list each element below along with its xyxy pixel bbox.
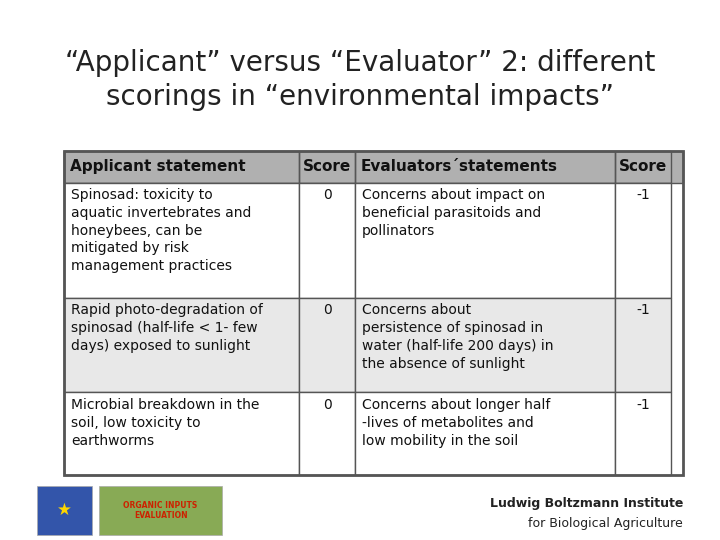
Text: -1: -1 (636, 188, 650, 202)
Bar (64, 151, 300, 183)
Bar (355, 393, 615, 475)
Text: -1: -1 (636, 398, 650, 412)
Text: Ludwig Boltzmann Institute: Ludwig Boltzmann Institute (490, 497, 683, 510)
Text: Concerns about
persistence of spinosad in
water (half-life 200 days) in
the abse: Concerns about persistence of spinosad i… (362, 303, 554, 371)
Text: -1: -1 (636, 303, 650, 317)
Bar (300, 393, 355, 475)
Text: Evaluators´statements: Evaluators´statements (361, 159, 558, 174)
Text: ★: ★ (57, 501, 72, 519)
Text: Rapid photo-degradation of
spinosad (half-life < 1- few
days) exposed to sunligh: Rapid photo-degradation of spinosad (hal… (71, 303, 263, 353)
Text: Concerns about impact on
beneficial parasitoids and
pollinators: Concerns about impact on beneficial para… (362, 188, 545, 238)
Text: 0: 0 (323, 398, 332, 412)
Text: Applicant statement: Applicant statement (70, 159, 246, 174)
Bar (64, 183, 300, 298)
Text: Microbial breakdown in the
soil, low toxicity to
earthworms: Microbial breakdown in the soil, low tox… (71, 398, 260, 448)
Text: “Applicant” versus “Evaluator” 2: different
scorings in “environmental impacts”: “Applicant” versus “Evaluator” 2: differ… (65, 49, 655, 111)
Bar (37, 486, 92, 535)
Text: ORGANIC INPUTS
EVALUATION: ORGANIC INPUTS EVALUATION (123, 501, 198, 520)
Text: Spinosad: toxicity to
aquatic invertebrates and
honeybees, can be
mitigated by r: Spinosad: toxicity to aquatic invertebra… (71, 188, 251, 273)
Bar (300, 151, 355, 183)
Bar (615, 393, 671, 475)
Text: Score: Score (303, 159, 351, 174)
Bar (64, 151, 683, 475)
Bar (64, 393, 300, 475)
Text: Score: Score (618, 159, 667, 174)
Bar (64, 298, 300, 393)
Bar (355, 298, 615, 393)
Bar (300, 298, 355, 393)
Bar (99, 486, 222, 535)
Bar (355, 183, 615, 298)
Bar (355, 151, 615, 183)
Text: Concerns about longer half
-lives of metabolites and
low mobility in the soil: Concerns about longer half -lives of met… (362, 398, 550, 448)
Bar (615, 298, 671, 393)
Text: 0: 0 (323, 188, 332, 202)
Bar (615, 183, 671, 298)
Bar (615, 151, 671, 183)
Text: for Biological Agriculture: for Biological Agriculture (528, 517, 683, 530)
Bar (300, 183, 355, 298)
Bar (64, 151, 683, 183)
Text: 0: 0 (323, 303, 332, 317)
